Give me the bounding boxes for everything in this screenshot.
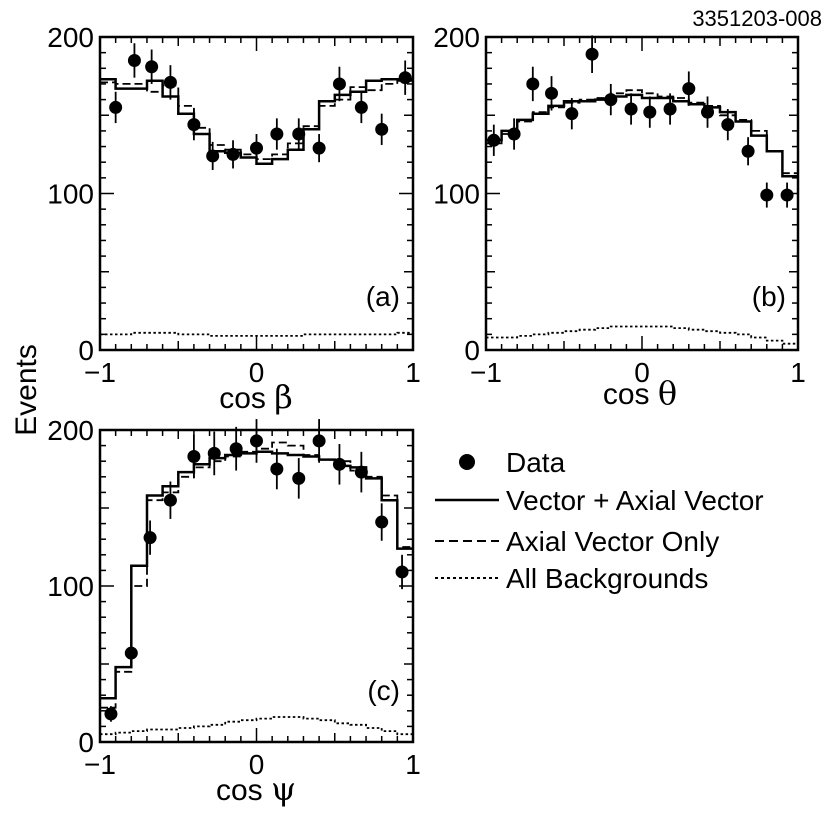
data-point <box>206 149 220 163</box>
x-axis-title-a: cos β <box>219 378 293 416</box>
data-point <box>375 122 389 136</box>
y-tick-label: 200 <box>47 22 94 53</box>
legend-backgrounds-text: All Backgrounds <box>506 563 708 594</box>
data-point <box>250 141 263 155</box>
data-point <box>487 133 501 147</box>
data-point <box>332 457 346 471</box>
data-point <box>187 118 201 132</box>
legend-data-marker <box>459 454 475 470</box>
data-point <box>507 127 521 141</box>
y-tick-label: 100 <box>47 179 94 210</box>
data-point <box>585 47 599 61</box>
y-axis-label: Events <box>10 344 43 436</box>
data-point <box>354 465 368 479</box>
data-point <box>760 188 774 202</box>
x-tick-label: 1 <box>405 357 421 388</box>
data-point <box>163 75 177 89</box>
data-point <box>270 127 284 141</box>
x-tick-label: −1 <box>84 749 116 780</box>
data-point <box>545 86 559 100</box>
data-point <box>229 442 243 456</box>
data-point <box>207 446 221 460</box>
x-tick-label: 0 <box>249 357 265 388</box>
data-point <box>250 434 263 448</box>
histogram-axial-only-c <box>100 441 413 709</box>
y-tick-label: 100 <box>433 179 480 210</box>
data-point <box>395 565 409 579</box>
histogram-axial-only-b <box>486 89 798 175</box>
data-point <box>663 102 677 116</box>
panel-label-b: (b) <box>752 281 786 312</box>
data-point <box>163 493 177 507</box>
data-point <box>682 82 696 96</box>
data-point <box>643 105 657 119</box>
x-tick-label: −1 <box>84 357 116 388</box>
y-tick-label: 200 <box>433 22 480 53</box>
histogram-backgrounds-a <box>100 331 413 337</box>
y-tick-label: 200 <box>47 415 94 446</box>
x-tick-label: 1 <box>405 749 421 780</box>
histogram-vector-axial-c <box>100 450 413 700</box>
legend-vector-axial-text: Vector + Axial Vector <box>506 485 764 516</box>
legend: Vector + Axial Vector Data Vector + Axia… <box>435 447 764 594</box>
data-point <box>226 147 240 161</box>
x-tick-label: 0 <box>634 357 650 388</box>
data-point <box>109 100 123 114</box>
data-point <box>526 77 540 91</box>
y-tick-label: 0 <box>464 335 480 366</box>
histogram-vector-axial-b <box>486 93 798 178</box>
y-tick-label: 0 <box>78 727 94 758</box>
data-point <box>143 531 157 545</box>
data-point <box>270 462 284 476</box>
data-point <box>604 93 618 107</box>
y-tick-label: 100 <box>47 571 94 602</box>
data-point <box>780 188 794 202</box>
figure-id: 3351203-008 <box>692 6 822 31</box>
data-point <box>145 60 159 74</box>
data-point <box>354 100 368 114</box>
data-point <box>701 105 715 119</box>
data-point <box>332 77 346 91</box>
data-point <box>312 141 326 155</box>
x-axis-title-c: cos ψ <box>216 770 296 808</box>
data-point <box>741 144 755 158</box>
x-tick-label: 1 <box>790 357 806 388</box>
x-axis-title-b: cos θ <box>603 374 677 412</box>
data-point <box>721 118 735 132</box>
data-point <box>104 707 118 721</box>
legend-axial-only-text: Axial Vector Only <box>506 526 719 557</box>
panel-label-c: (c) <box>367 675 400 706</box>
data-point <box>292 127 306 141</box>
legend-data-text: Data <box>506 447 566 478</box>
data-point <box>312 434 326 448</box>
data-point <box>398 71 412 85</box>
data-point <box>187 450 201 464</box>
data-point <box>565 107 579 121</box>
data-point <box>292 471 306 485</box>
data-point <box>375 515 389 529</box>
data-point <box>624 102 638 116</box>
histogram-backgrounds-c <box>100 716 413 736</box>
data-point <box>124 646 138 660</box>
y-tick-label: 0 <box>78 335 94 366</box>
x-tick-label: 0 <box>249 749 265 780</box>
panel-label-a: (a) <box>366 281 400 312</box>
x-tick-label: −1 <box>470 357 502 388</box>
data-point <box>127 53 141 67</box>
